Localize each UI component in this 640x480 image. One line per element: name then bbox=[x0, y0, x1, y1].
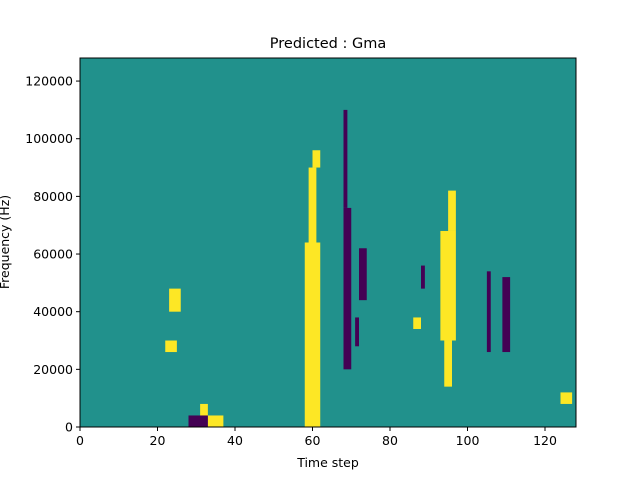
heatmap-cells bbox=[80, 58, 576, 427]
heatmap-cell-low bbox=[502, 277, 511, 353]
chart-title: Predicted : Gma bbox=[270, 36, 386, 52]
y-tick-label: 120000 bbox=[25, 74, 73, 89]
heatmap-cell-high bbox=[207, 415, 224, 427]
x-tick-label: 80 bbox=[382, 433, 398, 448]
heatmap-cell-low bbox=[188, 415, 208, 427]
y-tick-label: 20000 bbox=[33, 362, 73, 377]
y-tick-label: 0 bbox=[65, 420, 73, 435]
heatmap-cell-high bbox=[448, 190, 456, 231]
y-tick-label: 40000 bbox=[33, 304, 73, 319]
y-tick-label: 100000 bbox=[25, 131, 73, 146]
heatmap-cell-high bbox=[560, 392, 573, 404]
heatmap-cell-high bbox=[444, 340, 452, 387]
heatmap-cell-high bbox=[308, 167, 317, 243]
plot-frame bbox=[79, 57, 577, 428]
x-tick-label: 20 bbox=[150, 433, 166, 448]
heatmap-cell-low bbox=[359, 248, 367, 301]
heatmap-cell-high bbox=[169, 288, 181, 312]
y-tick-label: 60000 bbox=[33, 247, 73, 262]
heatmap-cell-low bbox=[343, 109, 348, 208]
y-axis-label: Frequency (Hz) bbox=[0, 195, 12, 289]
heatmap-cell-low bbox=[421, 265, 425, 289]
x-tick-label: 0 bbox=[76, 433, 84, 448]
x-tick-label: 120 bbox=[533, 433, 557, 448]
heatmap-cell-low bbox=[355, 317, 359, 347]
x-axis-ticks: 0 20 40 60 80 100 120 bbox=[76, 427, 557, 448]
x-tick-label: 100 bbox=[456, 433, 480, 448]
heatmap-cell-low bbox=[486, 271, 491, 353]
x-tick-label: 40 bbox=[227, 433, 243, 448]
heatmap-cell-low bbox=[343, 207, 352, 370]
y-tick-label: 80000 bbox=[33, 189, 73, 204]
heatmap-cell-high bbox=[165, 340, 177, 353]
heatmap-cell-high bbox=[440, 230, 456, 341]
heatmap-background bbox=[80, 58, 576, 427]
x-tick-label: 60 bbox=[305, 433, 321, 448]
heatmap-cell-high bbox=[312, 150, 321, 168]
heatmap-cell-high bbox=[304, 242, 321, 427]
y-axis-ticks: 0 20000 40000 60000 80000 100000 120000 bbox=[25, 74, 80, 435]
heatmap-cell-high bbox=[413, 317, 421, 329]
x-axis-label: Time step bbox=[296, 455, 359, 470]
